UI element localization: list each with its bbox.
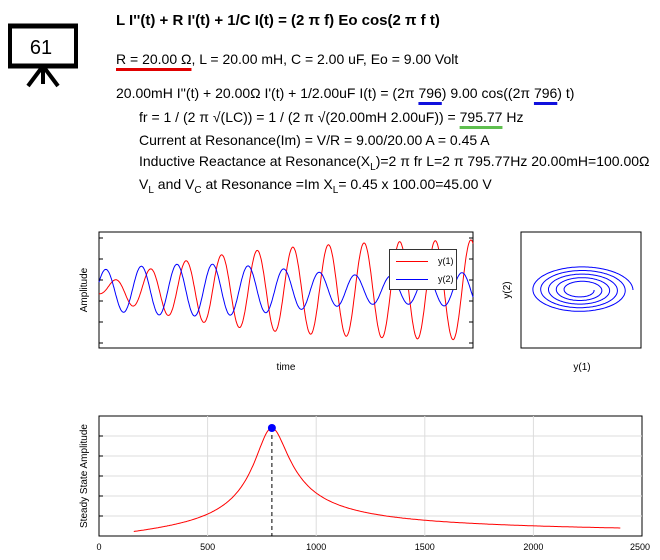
ode-line: 20.00mH I''(t) + 20.00Ω I'(t) + 1/2.00uF… [116, 85, 574, 101]
resonance-curve-line [133, 427, 621, 532]
v-sub-l: L [148, 184, 154, 196]
ode-frequency-1: 796 [418, 85, 442, 101]
resonance-x-tick-label: 500 [200, 542, 215, 552]
resonance-x-tick-label: 0 [96, 542, 101, 552]
phase-x-axis-label: y(1) [573, 362, 590, 373]
resonance-x-tick-label: 2000 [523, 542, 543, 552]
phase-trajectory-line [532, 266, 634, 312]
voltage-line: VL and VC at Resonance =Im XL= 0.45 x 10… [139, 176, 492, 196]
legend-swatch-y2 [396, 279, 428, 280]
fr-value: 795.77 [459, 109, 503, 125]
steady-amplitude-axis-label: Steady State Amplitude [79, 424, 90, 528]
amplitude-axis-label: Amplitude [79, 267, 90, 312]
xl-sub: L [370, 161, 376, 173]
ode-frequency-2: 796 [533, 85, 558, 101]
resistance-value: R = 20.00 Ω [116, 51, 192, 67]
v-sub-c: C [194, 184, 202, 196]
chart-legend: y(1) y(2) [389, 249, 457, 290]
legend-swatch-y1 [396, 261, 428, 262]
resonance-x-tick-label: 2500 [630, 542, 650, 552]
phase-y-axis-label: y(2) [502, 281, 513, 298]
current-line: Current at Resonance(Im) = V/R = 9.00/20… [139, 132, 490, 148]
v-sub-l2: L [332, 184, 339, 196]
time-axis-label: time [277, 362, 296, 373]
resonance-curve-chart: 0 500 1000 1500 2000 2500 Steady State Amplit… [79, 415, 650, 552]
v-text-c: at Resonance =Im X [201, 176, 333, 192]
other-parameters: , L = 20.00 mH, C = 2.00 uF, Eo = 9.00 V… [191, 51, 459, 67]
xl-text-b: )=2 π fr L=2 π 795.77Hz 20.00mH=100.00Ω [375, 153, 650, 169]
equation-title: L I''(t) + R I'(t) + 1/C I(t) = (2 π f) … [116, 12, 440, 29]
legend-entry-y2: y(2) [394, 274, 454, 286]
resonance-x-tick-label: 1500 [415, 542, 435, 552]
badge-number: 61 [30, 37, 52, 59]
series-y1-line [98, 239, 474, 341]
fr-formula: fr = 1 / (2 π √(LC)) = 1 / (2 π √(20.00m… [139, 109, 460, 125]
series-y2-line [98, 263, 474, 317]
ode-text-a: 20.00mH I''(t) + 20.00Ω I'(t) + 1/2.00uF… [116, 85, 419, 101]
fr-unit: Hz [502, 109, 524, 125]
resonance-x-tick-label: 1000 [306, 542, 326, 552]
resonance-frequency-line: fr = 1 / (2 π √(LC)) = 1 / (2 π √(20.00m… [139, 109, 523, 125]
v-text-b: and V [153, 176, 195, 192]
phase-plot-frame [520, 231, 642, 349]
ode-text-c: ) t) [557, 85, 575, 101]
presentation-board-icon: 61 [8, 22, 78, 92]
resonance-peak-point [267, 424, 276, 432]
v-text-d: = 0.45 x 100.00=45.00 V [338, 176, 492, 192]
v-text-a: V [139, 176, 149, 192]
reactance-line: Inductive Reactance at Resonance(XL)=2 π… [139, 153, 649, 173]
legend-label-y2: y(2) [438, 274, 454, 284]
legend-label-y1: y(1) [438, 256, 454, 266]
ode-text-b: ) 9.00 cos((2π [441, 85, 534, 101]
phase-portrait-chart: y(1) y(2) [502, 231, 642, 373]
legend-entry-y1: y(1) [394, 256, 454, 268]
xl-text-a: Inductive Reactance at Resonance(X [139, 153, 371, 169]
circuit-parameters: R = 20.00 Ω, L = 20.00 mH, C = 2.00 uF, … [116, 51, 458, 67]
